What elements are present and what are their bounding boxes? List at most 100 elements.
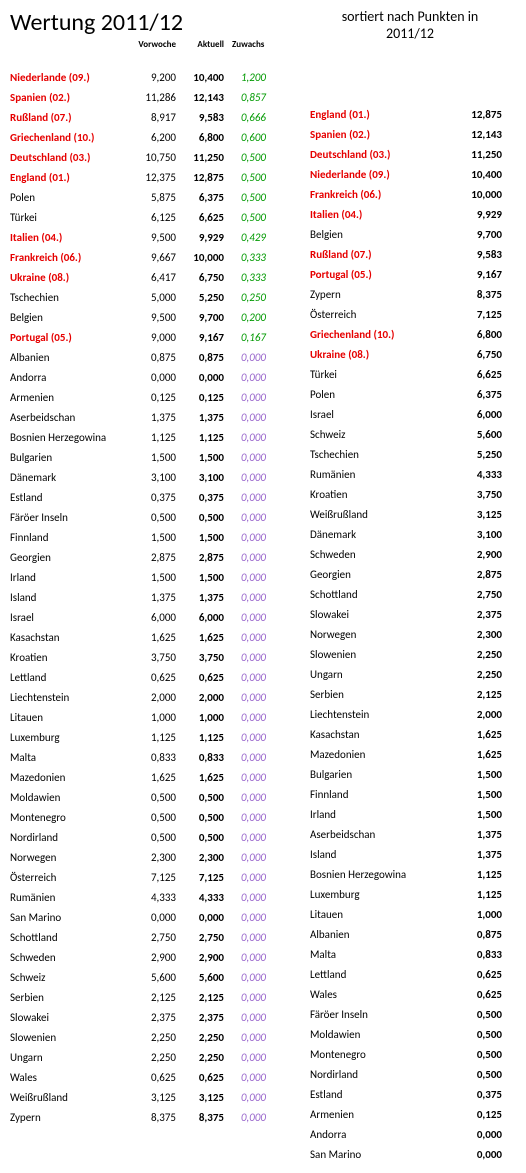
table-row: Irland1,500 xyxy=(310,805,510,825)
table-row: Mazedonien1,625 xyxy=(310,745,510,765)
vorwoche-value: 0,125 xyxy=(128,388,176,408)
points-value: 9,929 xyxy=(448,205,502,225)
country-name: Wales xyxy=(310,985,448,1005)
points-value: 0,625 xyxy=(448,985,502,1005)
table-row: Tschechien5,250 xyxy=(310,445,510,465)
table-row: Spanien (02.)11,28612,1430,857 xyxy=(10,88,290,108)
points-value: 8,375 xyxy=(448,285,502,305)
country-name: Armenien xyxy=(10,388,128,408)
aktuell-value: 3,125 xyxy=(176,1088,224,1108)
zuwachs-value: 0,000 xyxy=(224,968,272,988)
country-name: Spanien (02.) xyxy=(10,88,128,108)
country-name: Niederlande (09.) xyxy=(310,165,448,185)
country-name: Rußland (07.) xyxy=(310,245,448,265)
table-row: Bosnien Herzegowina1,125 xyxy=(310,865,510,885)
zuwachs-value: 0,000 xyxy=(224,928,272,948)
points-value: 2,250 xyxy=(448,665,502,685)
points-value: 2,125 xyxy=(448,685,502,705)
table-row: Deutschland (03.)11,250 xyxy=(310,145,510,165)
zuwachs-value: 0,500 xyxy=(224,168,272,188)
zuwachs-value: 0,000 xyxy=(224,648,272,668)
table-row: Italien (04.)9,929 xyxy=(310,205,510,225)
vorwoche-value: 6,000 xyxy=(128,608,176,628)
zuwachs-value: 0,000 xyxy=(224,888,272,908)
country-name: Deutschland (03.) xyxy=(10,148,128,168)
points-value: 1,500 xyxy=(448,765,502,785)
zuwachs-value: 0,000 xyxy=(224,628,272,648)
zuwachs-value: 0,000 xyxy=(224,608,272,628)
points-value: 0,500 xyxy=(448,1025,502,1045)
table-row: Schweden2,9002,9000,000 xyxy=(10,948,290,968)
aktuell-value: 1,125 xyxy=(176,728,224,748)
points-value: 3,100 xyxy=(448,525,502,545)
vorwoche-value: 2,750 xyxy=(128,928,176,948)
table-row: Mazedonien1,6251,6250,000 xyxy=(10,768,290,788)
zuwachs-value: 0,000 xyxy=(224,908,272,928)
aktuell-value: 0,000 xyxy=(176,368,224,388)
country-name: Bulgarien xyxy=(10,448,128,468)
table-row: Armenien0,125 xyxy=(310,1105,510,1125)
vorwoche-value: 1,125 xyxy=(128,428,176,448)
country-name: Spanien (02.) xyxy=(310,125,448,145)
table-row: Island1,3751,3750,000 xyxy=(10,588,290,608)
aktuell-value: 1,375 xyxy=(176,588,224,608)
points-value: 11,250 xyxy=(448,145,502,165)
country-name: Schweiz xyxy=(10,968,128,988)
country-name: San Marino xyxy=(10,908,128,928)
aktuell-value: 9,700 xyxy=(176,308,224,328)
vorwoche-value: 0,375 xyxy=(128,488,176,508)
table-row: Dänemark3,100 xyxy=(310,525,510,545)
zuwachs-value: 0,000 xyxy=(224,468,272,488)
country-name: Schweden xyxy=(310,545,448,565)
header-zuwachs: Zuwachs xyxy=(224,39,272,50)
points-value: 0,833 xyxy=(448,945,502,965)
table-row: Belgien9,700 xyxy=(310,225,510,245)
points-value: 12,143 xyxy=(448,125,502,145)
table-row: Spanien (02.)12,143 xyxy=(310,125,510,145)
table-row: Färöer Inseln0,5000,5000,000 xyxy=(10,508,290,528)
country-name: Island xyxy=(10,588,128,608)
zuwachs-value: 0,000 xyxy=(224,568,272,588)
country-name: Schottland xyxy=(10,928,128,948)
points-value: 1,375 xyxy=(448,825,502,845)
points-value: 2,750 xyxy=(448,585,502,605)
country-name: Norwegen xyxy=(10,848,128,868)
vorwoche-value: 6,125 xyxy=(128,208,176,228)
country-name: Lettland xyxy=(10,668,128,688)
country-name: Schweiz xyxy=(310,425,448,445)
country-name: Bulgarien xyxy=(310,765,448,785)
aktuell-value: 10,000 xyxy=(176,248,224,268)
zuwachs-value: 1,200 xyxy=(224,68,272,88)
vorwoche-value: 9,200 xyxy=(128,68,176,88)
table-row: Weißrußland3,1253,1250,000 xyxy=(10,1088,290,1108)
header-vorwoche: Vorwoche xyxy=(128,39,176,50)
table-row: Belgien9,5009,7000,200 xyxy=(10,308,290,328)
country-name: Kroatien xyxy=(10,648,128,668)
table-row: San Marino0,0000,0000,000 xyxy=(10,908,290,928)
country-name: Polen xyxy=(10,188,128,208)
points-value: 1,625 xyxy=(448,725,502,745)
aktuell-value: 0,625 xyxy=(176,668,224,688)
table-row: Slowenien2,2502,2500,000 xyxy=(10,1028,290,1048)
vorwoche-value: 0,875 xyxy=(128,348,176,368)
table-row: Österreich7,1257,1250,000 xyxy=(10,868,290,888)
points-value: 0,125 xyxy=(448,1105,502,1125)
zuwachs-value: 0,000 xyxy=(224,368,272,388)
country-name: Österreich xyxy=(310,305,448,325)
zuwachs-value: 0,000 xyxy=(224,588,272,608)
country-name: Finnland xyxy=(310,785,448,805)
country-name: Rumänien xyxy=(10,888,128,908)
table-row: Kasachstan1,6251,6250,000 xyxy=(10,628,290,648)
country-name: San Marino xyxy=(310,1145,448,1165)
table-row: Niederlande (09.)9,20010,4001,200 xyxy=(10,68,290,88)
zuwachs-value: 0,000 xyxy=(224,528,272,548)
zuwachs-value: 0,000 xyxy=(224,848,272,868)
table-row: Serbien2,125 xyxy=(310,685,510,705)
points-value: 3,125 xyxy=(448,505,502,525)
table-row: Moldawien0,5000,5000,000 xyxy=(10,788,290,808)
points-value: 2,300 xyxy=(448,625,502,645)
points-value: 1,000 xyxy=(448,905,502,925)
table-row: Griechenland (10.)6,800 xyxy=(310,325,510,345)
aktuell-value: 3,100 xyxy=(176,468,224,488)
table-row: Türkei6,625 xyxy=(310,365,510,385)
